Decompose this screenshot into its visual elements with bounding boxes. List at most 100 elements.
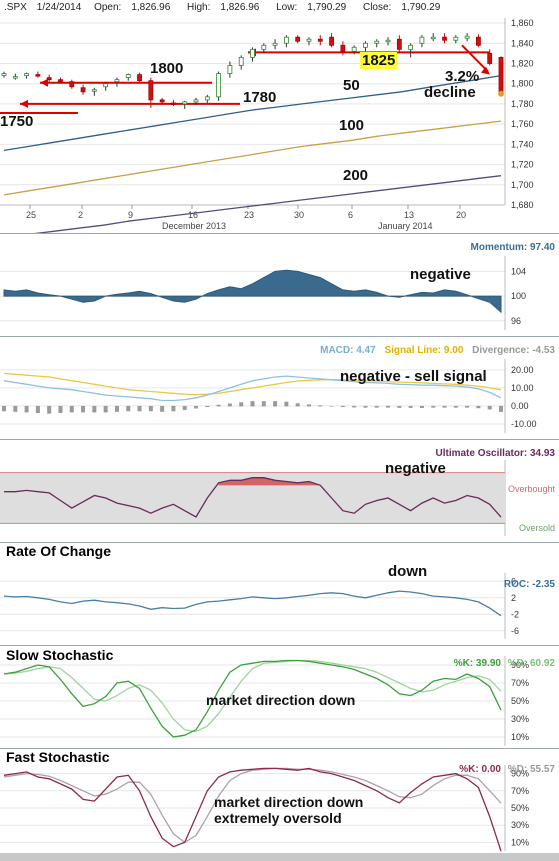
ultimate-panel: Ultimate Oscillator: 34.93 negative Over… (0, 440, 559, 543)
candle-body (125, 74, 131, 79)
ultimate-value: 34.93 (529, 448, 555, 459)
candle-body (227, 65, 233, 74)
x-tick-label: 9 (128, 210, 133, 220)
annotation-1825: 1825 (360, 52, 398, 69)
divergence-bar (318, 405, 323, 407)
divergence-bar (239, 402, 244, 407)
close-value: 1,790.29 (401, 2, 441, 13)
annotation-1750: 1750 (0, 113, 34, 130)
y-tick-label: 104 (511, 266, 526, 276)
fast-d-label: %D: (507, 764, 528, 775)
arrowhead (40, 78, 48, 87)
roc-panel: 6 2 -2 -6 Rate Of Change ROC: -2.35 down (0, 543, 559, 646)
candle-body (272, 42, 278, 46)
fast-stoch-section-title: Fast Stochastic (6, 749, 110, 765)
candle-body (498, 57, 504, 95)
y-tick-label: 1,820 (511, 58, 534, 68)
fast-k-label: %K: (459, 764, 479, 775)
y-tick-label: 2 (511, 593, 516, 603)
momentum-value: 97.40 (529, 242, 555, 253)
month-label: January 2014 (378, 221, 433, 231)
y-tick-label: 1,760 (511, 119, 534, 129)
y-tick-label: 1,740 (511, 139, 534, 149)
y-tick-label: 1,840 (511, 38, 534, 48)
divergence-bar (487, 405, 492, 410)
x-tick-label: 20 (456, 210, 466, 220)
close-label: Close: (362, 2, 392, 13)
candle-body (464, 35, 470, 39)
divergence-bar (47, 405, 52, 414)
y-tick-label: 90% (511, 660, 529, 670)
y-tick-label: 70% (511, 786, 529, 796)
y-tick-label: 30% (511, 714, 529, 724)
annotation-ma200: 200 (343, 167, 369, 184)
y-tick-label: 90% (511, 769, 529, 779)
divergence-bar (216, 404, 221, 407)
arrowhead (481, 66, 490, 75)
annotation-pct: 3.2% (445, 68, 480, 85)
symbol: .SPX (4, 2, 27, 13)
momentum-readout: Momentum: 97.40 (471, 242, 555, 253)
candle-body (340, 44, 346, 52)
divergence-bar (160, 405, 165, 412)
macd-note: negative - sell signal (340, 368, 487, 385)
y-tick-label: 0.00 (511, 401, 529, 411)
divergence-bar (431, 405, 436, 408)
slow-stoch-note: market direction down (206, 692, 356, 708)
ma200-line (34, 175, 502, 233)
annotation-1780: 1780 (243, 89, 277, 106)
ultimate-line (4, 477, 502, 518)
fast-stoch-note-2: extremely oversold (214, 810, 342, 826)
ultimate-readout: Ultimate Oscillator: 34.93 (435, 448, 555, 459)
candle-body (103, 83, 109, 88)
y-tick-label: -2 (511, 609, 519, 619)
divergence-bar (227, 403, 232, 407)
divergence-bar (103, 405, 108, 413)
open-label: Open: (94, 2, 122, 13)
x-tick-label: 16 (188, 210, 198, 220)
candle-body (204, 96, 210, 101)
divergence-bar (273, 401, 278, 407)
divergence-bar (419, 405, 424, 408)
x-tick-label: 13 (404, 210, 414, 220)
candle-body (329, 36, 334, 46)
divergence-bar (35, 405, 40, 414)
divergence-bar (171, 405, 176, 412)
candle-body (24, 73, 29, 77)
slow-d-line (3, 659, 502, 733)
divergence-bar (2, 405, 6, 412)
momentum-chart: 104 100 96 (0, 256, 526, 330)
fast-stoch-chart: 90% 70% 50% 30% 10% (0, 765, 559, 861)
candle-body (91, 89, 97, 92)
y-tick-label: 20.00 (511, 365, 534, 375)
candle-body (306, 38, 312, 42)
y-tick-label: 10% (511, 837, 529, 847)
signal-value: 9.00 (443, 345, 464, 356)
momentum-panel: 104 100 96 Momentum: 97.40 negative (0, 234, 559, 337)
candle-body (385, 39, 391, 43)
slow-stoch-panel: 90% 70% 50% 30% 10% Slow Stochastic %K: 39.9… (0, 646, 559, 749)
candle-body (487, 52, 493, 64)
candle-body (171, 102, 176, 105)
x-tick-label: 25 (26, 210, 36, 220)
ma50-line (3, 74, 502, 152)
candle-body (363, 42, 368, 48)
candle-body (193, 99, 199, 103)
low-label: Low: (276, 2, 298, 13)
candle-body (317, 38, 323, 42)
divergence-bar (126, 405, 131, 412)
candle-body (148, 80, 154, 101)
candle-body (408, 44, 414, 50)
divergence-bar (499, 405, 503, 412)
candle-body (238, 57, 244, 66)
y-tick-label: 1,680 (511, 200, 534, 210)
slow-k-value: 39.90 (475, 658, 501, 669)
candle-body (261, 44, 267, 50)
divergence-bar (182, 405, 187, 411)
y-tick-label: 100 (511, 291, 526, 301)
candle-body (35, 74, 41, 77)
divergence-value: -4.53 (532, 345, 555, 356)
divergence-bar (137, 405, 142, 412)
y-tick-label: 96 (511, 316, 521, 326)
divergence-bar (114, 405, 119, 412)
